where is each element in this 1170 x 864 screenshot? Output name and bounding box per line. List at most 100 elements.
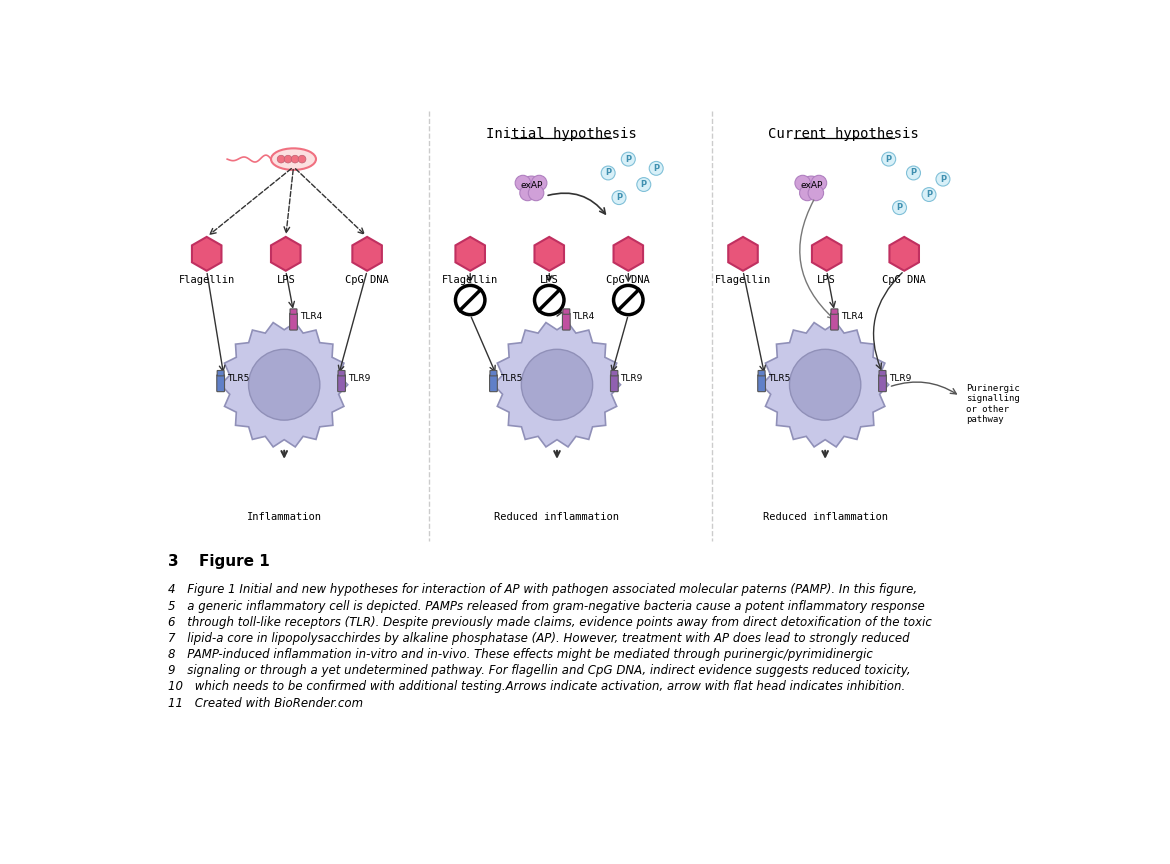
Polygon shape [762, 322, 889, 447]
Text: TLR5: TLR5 [227, 374, 249, 383]
Circle shape [277, 156, 285, 163]
Text: LPS: LPS [818, 275, 837, 284]
Circle shape [522, 349, 593, 420]
Text: 11 Created with BioRender.com: 11 Created with BioRender.com [168, 696, 363, 709]
Circle shape [907, 166, 921, 180]
Text: Current hypothesis: Current hypothesis [769, 127, 920, 141]
Circle shape [284, 156, 292, 163]
Text: LPS: LPS [276, 275, 295, 284]
Text: CpG DNA: CpG DNA [345, 275, 388, 284]
Polygon shape [192, 237, 221, 270]
Circle shape [636, 178, 651, 192]
Text: P: P [615, 194, 622, 202]
Text: TLR5: TLR5 [500, 374, 522, 383]
Circle shape [794, 175, 811, 191]
Circle shape [613, 285, 644, 314]
Polygon shape [535, 237, 564, 270]
FancyBboxPatch shape [758, 375, 765, 391]
Text: Reduced inflammation: Reduced inflammation [763, 511, 888, 522]
Circle shape [799, 185, 815, 200]
Text: 8 PAMP-induced inflammation in-vitro and in-vivo. These effects might be mediate: 8 PAMP-induced inflammation in-vitro and… [168, 648, 873, 661]
Circle shape [922, 187, 936, 201]
Ellipse shape [271, 149, 316, 170]
Text: P: P [641, 180, 647, 189]
Text: P: P [605, 168, 611, 177]
Circle shape [529, 185, 544, 200]
Text: TLR9: TLR9 [347, 374, 370, 383]
FancyBboxPatch shape [490, 371, 497, 376]
FancyBboxPatch shape [338, 375, 345, 391]
FancyBboxPatch shape [758, 371, 765, 376]
FancyBboxPatch shape [563, 309, 570, 314]
Text: Initial hypothesis: Initial hypothesis [486, 127, 636, 141]
Polygon shape [613, 237, 644, 270]
Text: exAP: exAP [521, 181, 543, 190]
Circle shape [455, 285, 484, 314]
Text: TLR4: TLR4 [572, 313, 594, 321]
Text: P: P [925, 190, 932, 199]
Text: exAP: exAP [800, 181, 823, 190]
Circle shape [811, 175, 827, 191]
Text: P: P [886, 155, 892, 163]
FancyBboxPatch shape [216, 375, 225, 391]
Text: Flagellin: Flagellin [715, 275, 771, 284]
Text: TLR4: TLR4 [841, 313, 863, 321]
FancyBboxPatch shape [290, 313, 297, 330]
FancyBboxPatch shape [338, 371, 345, 376]
Circle shape [612, 191, 626, 205]
FancyBboxPatch shape [879, 371, 886, 376]
Text: TLR4: TLR4 [300, 313, 322, 321]
Text: TLR9: TLR9 [620, 374, 644, 383]
Polygon shape [728, 237, 758, 270]
Text: Figure 1: Figure 1 [199, 554, 270, 569]
Text: P: P [910, 168, 916, 177]
Circle shape [893, 200, 907, 214]
Polygon shape [352, 237, 381, 270]
FancyBboxPatch shape [218, 371, 225, 376]
Text: 3: 3 [168, 554, 179, 569]
FancyBboxPatch shape [879, 375, 887, 391]
Polygon shape [455, 237, 486, 270]
Circle shape [531, 175, 546, 191]
Text: Reduced inflammation: Reduced inflammation [495, 511, 619, 522]
Polygon shape [221, 322, 347, 447]
Circle shape [936, 172, 950, 186]
Circle shape [882, 152, 896, 166]
Circle shape [808, 185, 824, 200]
Circle shape [519, 185, 536, 200]
Text: 10 which needs to be confirmed with additional testing.Arrows indicate activatio: 10 which needs to be confirmed with addi… [168, 681, 906, 694]
Text: 5 a generic inflammatory cell is depicted. PAMPs released from gram-negative bac: 5 a generic inflammatory cell is depicte… [168, 600, 924, 613]
FancyBboxPatch shape [831, 313, 839, 330]
Circle shape [521, 176, 542, 198]
Text: Flagellin: Flagellin [442, 275, 498, 284]
Circle shape [248, 349, 319, 420]
Polygon shape [889, 237, 918, 270]
Text: P: P [940, 175, 947, 184]
Polygon shape [494, 322, 620, 447]
Text: TLR5: TLR5 [768, 374, 790, 383]
Polygon shape [271, 237, 301, 270]
FancyBboxPatch shape [563, 313, 570, 330]
Text: Purinergic
signalling
or other
pathway: Purinergic signalling or other pathway [966, 384, 1020, 424]
Text: P: P [625, 155, 632, 163]
Text: CpG DNA: CpG DNA [882, 275, 927, 284]
FancyBboxPatch shape [489, 375, 497, 391]
FancyBboxPatch shape [611, 375, 618, 391]
Text: 6 through toll-like receptors (TLR). Despite previously made claims, evidence po: 6 through toll-like receptors (TLR). Des… [168, 616, 931, 629]
Text: Flagellin: Flagellin [179, 275, 235, 284]
Circle shape [535, 285, 564, 314]
Circle shape [298, 156, 305, 163]
Circle shape [601, 166, 615, 180]
Circle shape [621, 152, 635, 166]
Text: Inflammation: Inflammation [247, 511, 322, 522]
Circle shape [790, 349, 861, 420]
FancyBboxPatch shape [831, 309, 838, 314]
Text: 7 lipid-a core in lipopolysacchirdes by alkaline phosphatase (AP). However, trea: 7 lipid-a core in lipopolysacchirdes by … [168, 632, 909, 645]
Text: 9 signaling or through a yet undetermined pathway. For flagellin and CpG DNA, in: 9 signaling or through a yet undetermine… [168, 664, 910, 677]
Text: P: P [653, 164, 659, 173]
Circle shape [291, 156, 298, 163]
FancyBboxPatch shape [611, 371, 618, 376]
Circle shape [800, 176, 823, 198]
Text: TLR9: TLR9 [889, 374, 911, 383]
FancyBboxPatch shape [290, 309, 297, 314]
